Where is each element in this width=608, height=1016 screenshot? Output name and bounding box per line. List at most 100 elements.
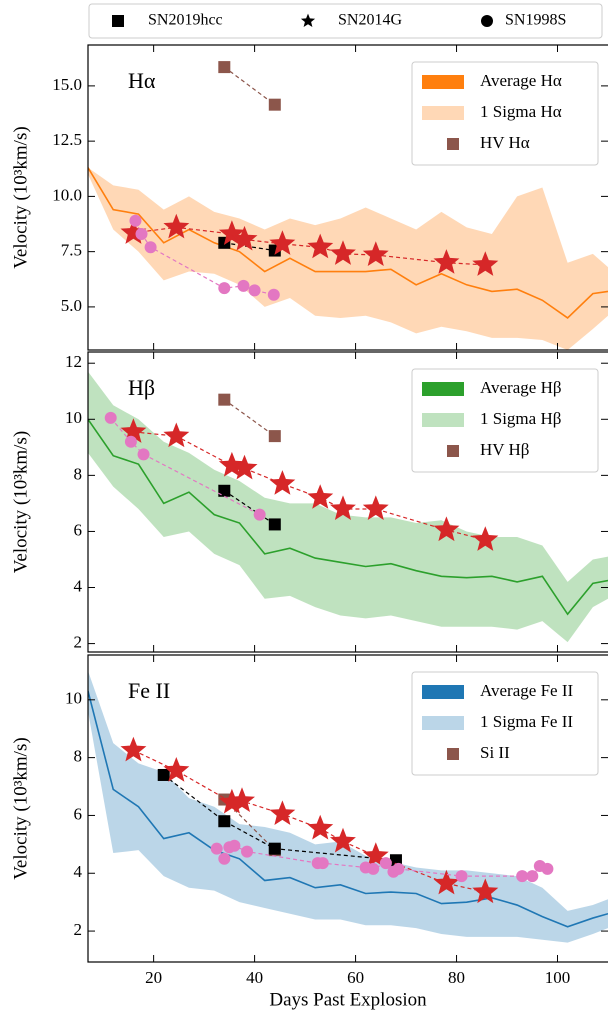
- y-tick-label: 8: [74, 747, 83, 766]
- axes-frame: [87, 44, 608, 351]
- y-tick-label: 6: [74, 804, 83, 823]
- data-point: [367, 862, 380, 875]
- data-point: [124, 435, 137, 448]
- data-point: [137, 448, 150, 461]
- panel-label: Hα: [128, 68, 156, 93]
- data-point: [120, 418, 147, 443]
- data-point: [210, 842, 223, 855]
- legend-box: [88, 3, 603, 39]
- data-point: [218, 220, 245, 245]
- panel-label: Hβ: [128, 375, 155, 400]
- data-point: [330, 495, 356, 520]
- y-tick-label: 4: [74, 576, 83, 595]
- data-point: [268, 842, 281, 855]
- data-point: [392, 862, 405, 875]
- data-point: [218, 788, 245, 814]
- data-point: [472, 251, 499, 276]
- data-point: [253, 508, 266, 521]
- legend-swatch: [422, 413, 464, 427]
- data-point: [269, 470, 296, 495]
- y-axis-label: Velocity (10³km/s): [10, 126, 31, 268]
- y-axis-label: Velocity (10³km/s): [10, 431, 31, 573]
- data-point: [330, 827, 356, 853]
- connector-line: [133, 431, 486, 541]
- connector-line: [223, 490, 276, 525]
- panel-label: Fe II: [128, 678, 170, 703]
- data-point: [163, 213, 190, 239]
- data-point: [307, 814, 334, 840]
- legend-swatch: [422, 106, 464, 120]
- legend-label: 1 Sigma Hβ: [480, 409, 561, 428]
- data-point: [229, 787, 255, 812]
- y-tick-label: 7.5: [61, 241, 82, 260]
- data-point: [526, 870, 539, 883]
- data-point: [433, 516, 460, 542]
- data-point: [268, 518, 281, 531]
- data-point: [433, 869, 460, 895]
- sigma-band: [88, 371, 608, 643]
- data-point: [268, 244, 281, 257]
- data-point: [362, 495, 389, 520]
- legend-swatch: [422, 75, 464, 89]
- y-tick-label: 5.0: [61, 296, 82, 315]
- y-tick-label: 2: [74, 920, 83, 939]
- connector-line: [133, 749, 486, 893]
- x-tick-label: 40: [246, 968, 263, 987]
- connector-line: [133, 226, 486, 266]
- data-point: [228, 839, 241, 852]
- y-tick-label: 12.5: [52, 130, 82, 149]
- data-point: [231, 225, 258, 251]
- data-point: [218, 282, 231, 295]
- data-point: [163, 422, 190, 448]
- data-point: [362, 241, 389, 266]
- y-tick-label: 10: [65, 689, 82, 708]
- x-tick-label: 60: [347, 968, 364, 987]
- data-point: [218, 393, 231, 406]
- legend-label: HV Hβ: [480, 440, 529, 459]
- average-line: [88, 167, 608, 319]
- data-point: [472, 878, 499, 904]
- x-tick-label: 100: [545, 968, 571, 987]
- data-point: [241, 845, 254, 858]
- data-point: [269, 800, 296, 825]
- data-point: [541, 862, 554, 875]
- y-axis-label: Velocity (10³km/s): [10, 737, 31, 879]
- plot-area: [88, 371, 608, 643]
- sigma-band: [88, 670, 608, 943]
- data-point: [104, 411, 117, 424]
- data-point: [269, 230, 296, 255]
- data-point: [455, 870, 468, 883]
- data-point: [362, 842, 389, 867]
- connector-line: [110, 417, 260, 516]
- legend-label: Si II: [480, 743, 510, 762]
- legend-marker: [481, 15, 493, 27]
- y-tick-label: 10.0: [52, 185, 82, 204]
- data-point: [516, 870, 529, 883]
- legend-label: Average Hβ: [480, 378, 562, 397]
- connector-line: [163, 774, 397, 861]
- connector-line: [224, 242, 275, 252]
- data-point: [248, 284, 261, 297]
- x-axis-label: Days Past Explosion: [269, 989, 427, 1010]
- legend-label: SN1998S: [505, 12, 566, 29]
- data-point: [218, 852, 231, 865]
- legend-marker: [300, 13, 316, 27]
- y-tick-label: 8: [74, 464, 83, 483]
- legend-label: 1 Sigma Hα: [480, 102, 562, 121]
- data-point: [144, 241, 157, 254]
- average-line: [88, 418, 608, 616]
- legend-swatch: [422, 716, 464, 730]
- legend-label: 1 Sigma Fe II: [480, 712, 573, 731]
- axes-frame: [87, 351, 608, 653]
- y-tick-label: 15.0: [52, 75, 82, 94]
- legend-swatch: [447, 138, 459, 150]
- plot-area: [88, 670, 608, 943]
- data-point: [218, 484, 231, 497]
- data-point: [120, 736, 147, 762]
- legend-swatch: [422, 382, 464, 396]
- legend-label: HV Hα: [480, 133, 530, 152]
- legend-label: SN2019hcc: [148, 12, 223, 29]
- data-point: [472, 526, 499, 551]
- y-tick-label: 2: [74, 632, 83, 651]
